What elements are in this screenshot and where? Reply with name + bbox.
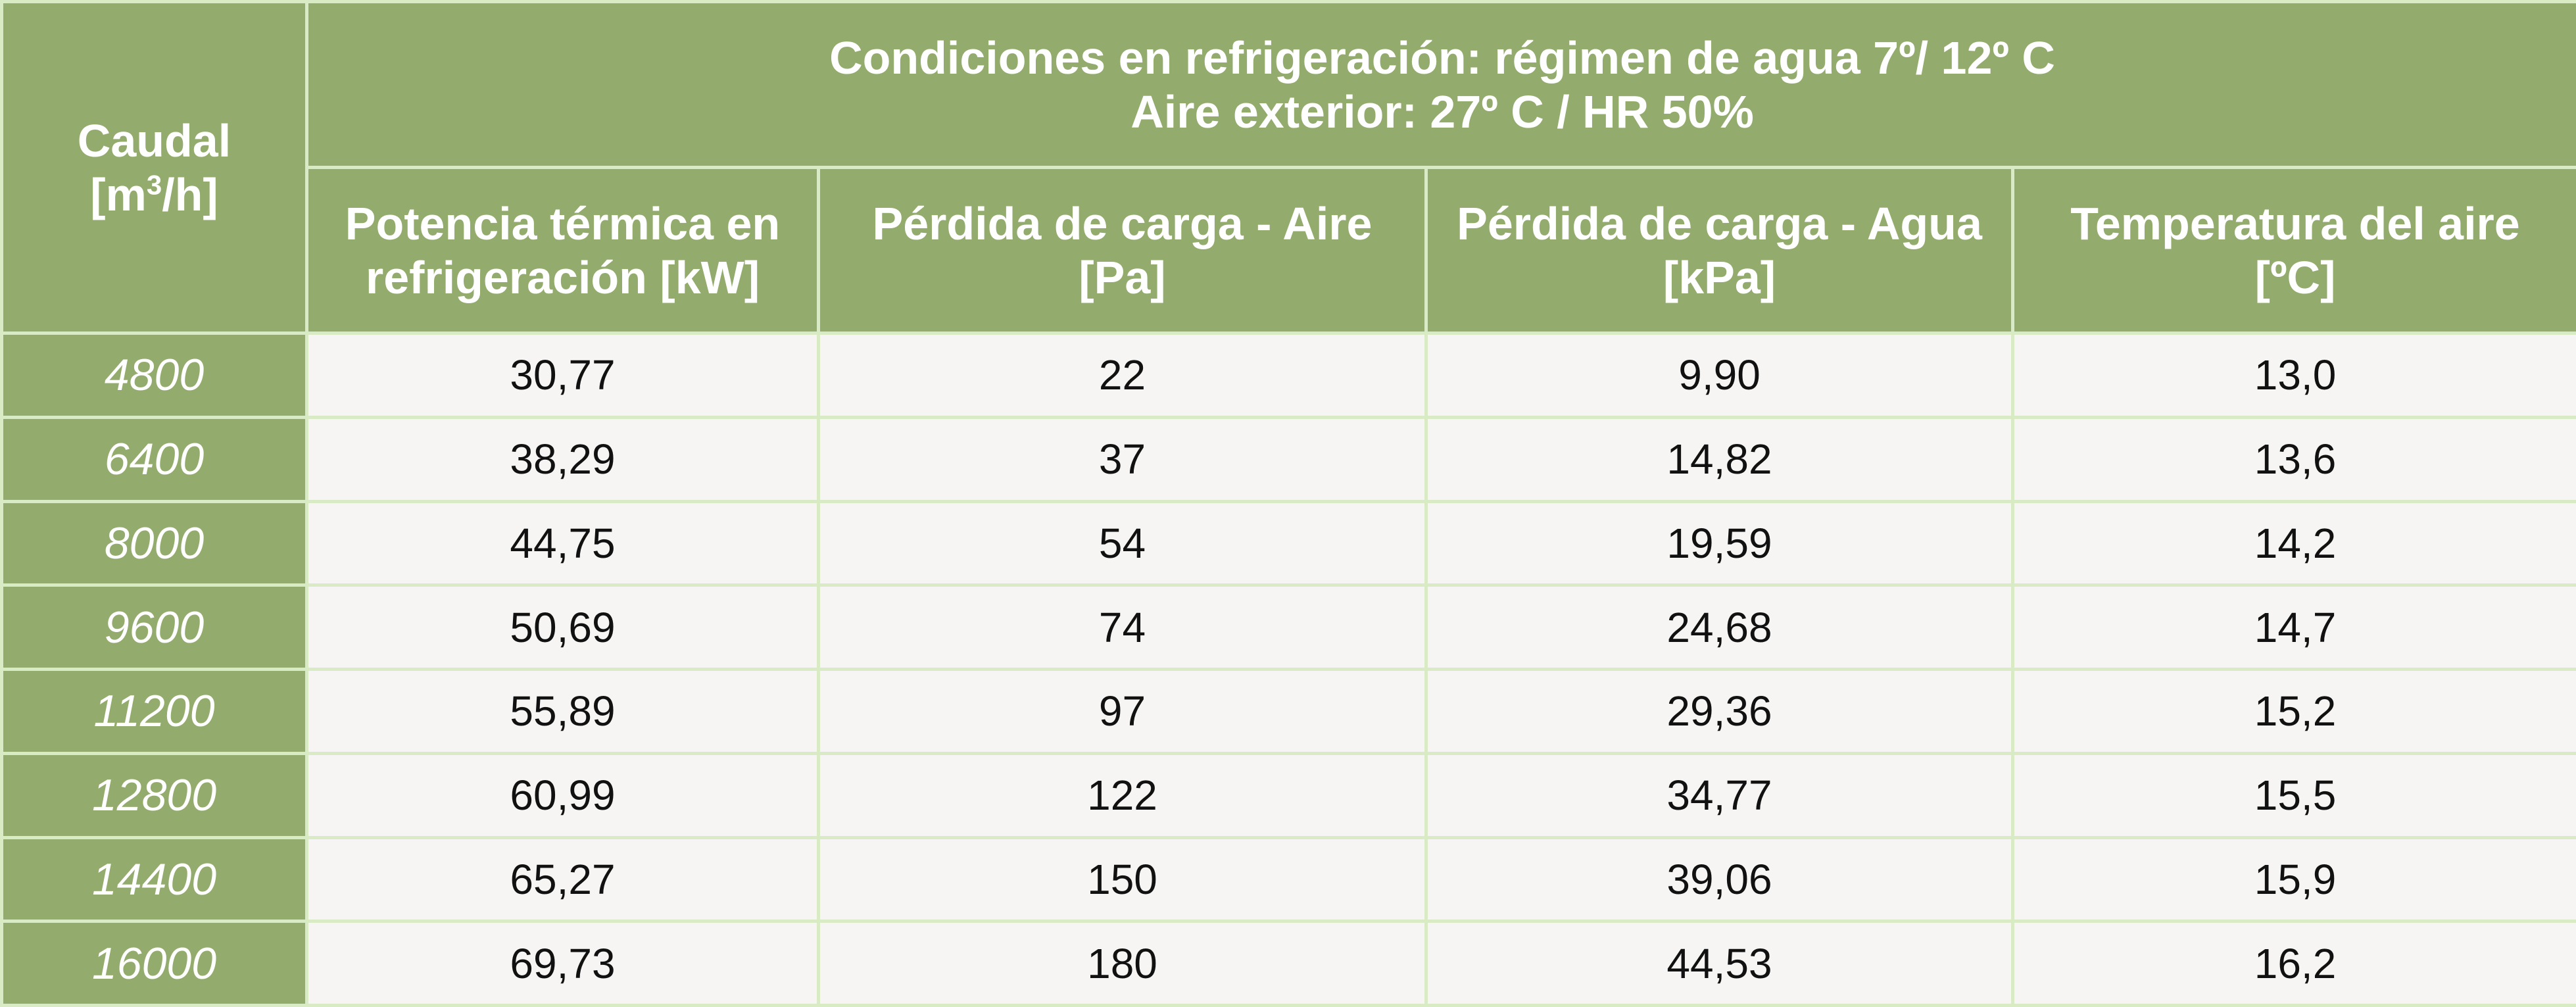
conditions-line-2: Aire exterior: 27º C / HR 50% (1130, 86, 1754, 137)
value-cell: 44,53 (1424, 920, 2014, 1007)
value-cell: 30,77 (305, 332, 820, 419)
caudal-header-title: Caudal (77, 114, 231, 166)
value-cell: 16,2 (2010, 920, 2576, 1007)
table-row: 14400 65,27 150 39,06 15,9 (0, 835, 2576, 923)
value-cell: 29,36 (1424, 668, 2014, 755)
value-cell: 15,2 (2010, 668, 2576, 755)
value-cell: 69,73 (305, 920, 820, 1007)
value-cell: 15,5 (2010, 751, 2576, 839)
value-cell: 13,0 (2010, 332, 2576, 419)
conditions-line-1: Condiciones en refrigeración: régimen de… (829, 32, 2055, 84)
column-header-perdida-aire: Pérdida de carga - Aire [Pa] (817, 166, 1428, 335)
caudal-cell: 6400 (0, 415, 308, 503)
table-row: 11200 55,89 97 29,36 15,2 (0, 668, 2576, 755)
column-header-potencia: Potencia térmica en refrigeración [kW] (305, 166, 820, 335)
value-cell: 15,9 (2010, 835, 2576, 923)
table-row: 16000 69,73 180 44,53 16,2 (0, 920, 2576, 1007)
value-cell: 44,75 (305, 499, 820, 587)
value-cell: 24,68 (1424, 583, 2014, 671)
value-cell: 19,59 (1424, 499, 2014, 587)
table-body: 4800 30,77 22 9,90 13,0 6400 38,29 37 14,82 13,6 8… (0, 332, 2576, 1007)
value-cell: 150 (817, 835, 1428, 923)
value-cell: 14,7 (2010, 583, 2576, 671)
value-cell: 22 (817, 332, 1428, 419)
value-cell: 50,69 (305, 583, 820, 671)
caudal-cell: 4800 (0, 332, 308, 419)
value-cell: 38,29 (305, 415, 820, 503)
caudal-cell: 12800 (0, 751, 308, 839)
value-cell: 54 (817, 499, 1428, 587)
value-cell: 34,77 (1424, 751, 2014, 839)
caudal-cell: 9600 (0, 583, 308, 671)
table-row: 12800 60,99 122 34,77 15,5 (0, 751, 2576, 839)
table-row: 8000 44,75 54 19,59 14,2 (0, 499, 2576, 587)
caudal-cell: 14400 (0, 835, 308, 923)
caudal-cell: 11200 (0, 668, 308, 755)
caudal-cell: 8000 (0, 499, 308, 587)
value-cell: 60,99 (305, 751, 820, 839)
value-cell: 14,2 (2010, 499, 2576, 587)
caudal-header-unit: [m3/h] (90, 168, 218, 220)
conditions-header: Condiciones en refrigeración: régimen de… (304, 0, 2576, 169)
value-cell: 9,90 (1424, 332, 2014, 419)
value-cell: 37 (817, 415, 1428, 503)
column-header-temperatura: Temperatura del aire [ºC] (2010, 166, 2576, 335)
value-cell: 65,27 (305, 835, 820, 923)
column-header-perdida-agua: Pérdida de carga - Agua [kPa] (1424, 166, 2014, 335)
caudal-header: Caudal [m3/h] (0, 0, 308, 335)
value-cell: 14,82 (1424, 415, 2014, 503)
value-cell: 97 (817, 668, 1428, 755)
caudal-cell: 16000 (0, 920, 308, 1007)
value-cell: 13,6 (2010, 415, 2576, 503)
value-cell: 122 (817, 751, 1428, 839)
value-cell: 74 (817, 583, 1428, 671)
table-row: 6400 38,29 37 14,82 13,6 (0, 415, 2576, 503)
value-cell: 55,89 (305, 668, 820, 755)
value-cell: 180 (817, 920, 1428, 1007)
table-row: 4800 30,77 22 9,90 13,0 (0, 332, 2576, 419)
value-cell: 39,06 (1424, 835, 2014, 923)
table-row: 9600 50,69 74 24,68 14,7 (0, 583, 2576, 671)
